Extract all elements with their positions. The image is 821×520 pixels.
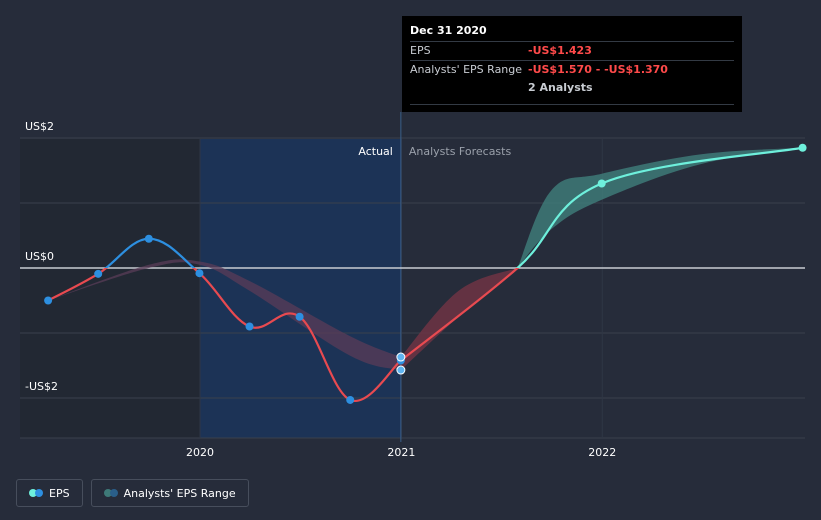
legend-item-eps[interactable]: EPS (16, 479, 83, 507)
eps-point-6 (346, 395, 355, 404)
legend-range-label: Analysts' EPS Range (123, 486, 236, 500)
legend-eps-label: EPS (49, 486, 70, 500)
range-marker-1 (396, 365, 406, 375)
legend-item-range[interactable]: Analysts' EPS Range (90, 479, 249, 507)
tooltip-analysts-count: 2 Analysts (528, 81, 593, 94)
eps-forecast-line-negative (400, 268, 520, 362)
eps-forecast-line-positive (515, 146, 803, 268)
tooltip-date: Dec 31 2020 (410, 23, 734, 42)
eps-forecast-point-0 (597, 179, 606, 188)
tooltip-range-label: Analysts' EPS Range (410, 63, 523, 76)
eps-actual-line-negative (47, 268, 402, 402)
forecast-range-band-positive (517, 147, 803, 268)
tooltip-eps-row: EPS -US$1.423 (410, 42, 734, 61)
forecast-region-label: Analysts Forecasts (409, 145, 512, 158)
tooltip: Dec 31 2020 EPS -US$1.423 Analysts' EPS … (402, 16, 742, 112)
eps-actual-line-positive (104, 237, 196, 268)
legend: EPS Analysts' EPS Range (16, 479, 249, 507)
range-swatch-icon (103, 489, 118, 497)
eps-point-1 (94, 269, 103, 278)
eps-point-2 (144, 234, 153, 243)
actual-region-label: Actual (358, 145, 392, 158)
tooltip-range-value: -US$1.570 - -US$1.370 (528, 63, 668, 76)
tooltip-eps-label: EPS (410, 44, 431, 57)
y-tick-label-1: US$0 (25, 250, 54, 263)
eps-point-3 (195, 269, 204, 278)
eps-forecast-point-1 (798, 143, 807, 152)
x-tick-label-1: 2021 (387, 446, 415, 459)
y-tick-label-0: US$2 (25, 120, 54, 133)
x-tick-label-0: 2020 (186, 446, 214, 459)
range-marker-0 (396, 352, 406, 362)
eps-point-5 (295, 312, 304, 321)
eps-point-0 (44, 296, 53, 305)
eps-point-4 (245, 322, 254, 331)
tooltip-range-row: Analysts' EPS Range -US$1.570 - -US$1.37… (410, 61, 734, 79)
tooltip-analysts-row: 2 Analysts (410, 79, 734, 97)
history-range-band (48, 259, 401, 371)
actual-period-shade (200, 139, 401, 438)
tooltip-eps-value: -US$1.423 (528, 44, 592, 57)
past-shade (20, 139, 200, 438)
eps-swatch-icon (29, 489, 43, 497)
x-tick-label-2: 2022 (588, 446, 616, 459)
y-tick-label-2: -US$2 (25, 380, 58, 393)
